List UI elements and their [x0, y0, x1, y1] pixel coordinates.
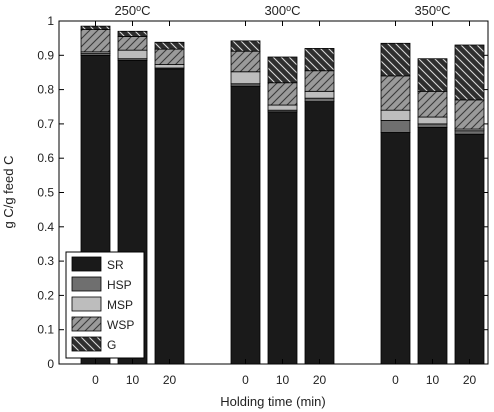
x-tick-label: 20 [313, 373, 327, 387]
x-tick-label: 10 [276, 373, 290, 387]
group-label: 350oC [414, 3, 450, 18]
bar-segment-wsp [380, 75, 411, 111]
bar-segment-sr [230, 85, 261, 365]
bar-segment-hsp [380, 120, 411, 133]
legend-label: MSP [107, 298, 133, 312]
bar-segment-msp [380, 109, 411, 121]
y-axis-label: g C/g feed C [1, 156, 16, 229]
y-tick-label: 0.9 [37, 48, 54, 62]
bar-segment-msp [117, 49, 148, 60]
x-tick-label: 0 [92, 373, 99, 387]
bar-segment-msp [304, 90, 335, 99]
x-tick-label: 0 [242, 373, 249, 387]
bar-segment-g [454, 44, 485, 101]
bar-segment-g [154, 41, 185, 50]
bar-segment-hsp [304, 97, 335, 103]
bar-segment-hsp [417, 123, 448, 128]
bar-segment-g [117, 30, 148, 37]
group-labels: 250oC 300oC 350oC [114, 3, 450, 18]
legend-swatch-hsp [71, 276, 102, 292]
y-tick-label: 0.5 [37, 186, 54, 200]
legend-swatch-sr [71, 256, 102, 272]
bar-segment-msp [230, 71, 261, 85]
bar-segment-wsp [267, 82, 298, 106]
bar-segment-sr [267, 111, 298, 365]
x-tick-label: 20 [463, 373, 477, 387]
y-tick-label: 0.3 [37, 254, 54, 268]
group-label: 300oC [264, 3, 300, 18]
bar-segment-g [380, 42, 411, 77]
legend-label: HSP [107, 278, 132, 292]
legend: SR HSP MSP WSP G [65, 251, 145, 359]
bar-segment-sr [304, 101, 335, 365]
bar-segment-sr [454, 133, 485, 365]
legend-label: SR [107, 258, 124, 272]
bar-segment-wsp [304, 70, 335, 92]
bar-segment-wsp [230, 50, 261, 73]
bar-segment-wsp [417, 90, 448, 118]
legend-label: WSP [107, 318, 134, 332]
y-tick-label: 0.8 [37, 83, 54, 97]
y-axis: 0 0.1 0.2 0.3 0.4 0.5 0.6 0.7 0.8 0.9 1 [37, 14, 488, 371]
bar-segment-msp [417, 116, 448, 125]
x-tick-label: 0 [392, 373, 399, 387]
bar-segment-hsp [454, 130, 485, 135]
bar-segment-wsp [154, 48, 185, 65]
bar-segment-sr [417, 126, 448, 365]
legend-swatch-msp [71, 296, 102, 312]
bar-segment-g [304, 48, 335, 72]
y-tick-label: 0.6 [37, 151, 54, 165]
group-label: 250oC [114, 3, 150, 18]
legend-label: G [107, 338, 116, 352]
x-axis: 0 10 20 0 10 20 0 10 20 [92, 21, 476, 387]
y-tick-label: 1 [47, 14, 54, 28]
bar-segment-sr [154, 68, 185, 365]
bar-segment-g [267, 56, 298, 84]
bar-segment-wsp [80, 29, 111, 53]
y-tick-label: 0.4 [37, 220, 54, 234]
x-tick-label: 10 [126, 373, 140, 387]
bar-segment-g [80, 25, 111, 30]
x-tick-label: 20 [163, 373, 177, 387]
bar-segment-g [230, 40, 261, 52]
bar-segment-wsp [117, 36, 148, 51]
legend-swatch-wsp [71, 316, 102, 332]
bar-segment-wsp [454, 99, 485, 130]
bar-segment-sr [380, 132, 411, 365]
y-tick-label: 0.7 [37, 117, 54, 131]
x-tick-label: 10 [426, 373, 440, 387]
bar-segment-msp [154, 64, 185, 69]
legend-swatch-g [71, 336, 102, 352]
x-axis-label: Holding time (min) [220, 394, 325, 409]
y-tick-label: 0.1 [37, 323, 54, 337]
y-tick-label: 0.2 [37, 288, 54, 302]
bar-segment-msp [267, 104, 298, 111]
y-tick-label: 0 [47, 357, 54, 371]
bar-segment-g [417, 58, 448, 92]
